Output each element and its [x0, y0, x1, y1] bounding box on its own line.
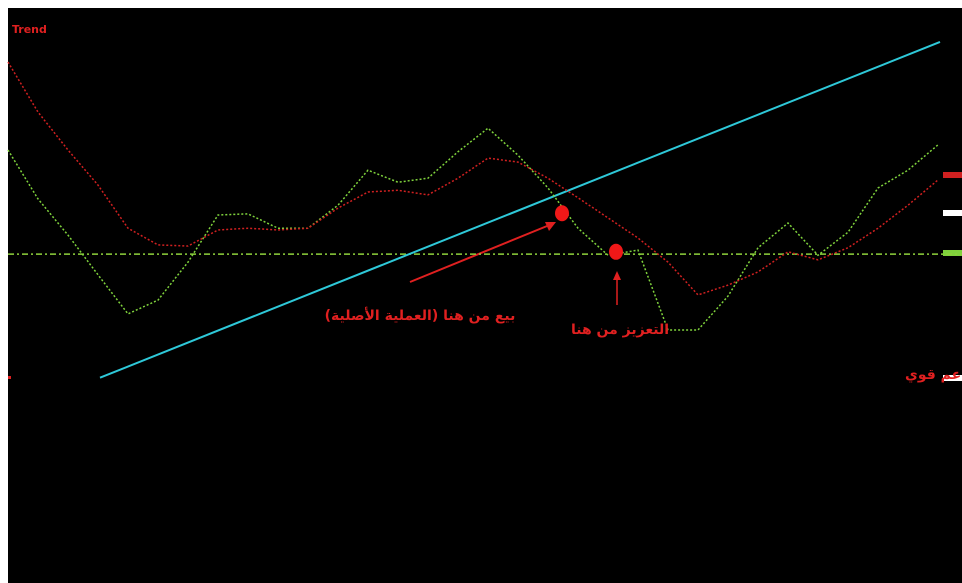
plot-background [8, 8, 962, 583]
entry-dot [555, 205, 569, 222]
edge-marker [8, 376, 11, 379]
entry-dot [609, 243, 623, 260]
price-marker [943, 172, 962, 178]
arrow-head [545, 222, 556, 231]
price-marker [943, 250, 962, 256]
arrow [409, 223, 553, 283]
arrow-head [613, 271, 621, 280]
price-marker [943, 210, 962, 216]
chart-title: Trend [12, 23, 47, 36]
annotation: التعزيز من هنا [571, 322, 669, 338]
annotation: بيع من هنا (العملية الأصلية) [325, 307, 516, 324]
trend-line [99, 40, 941, 379]
series-line [7, 127, 939, 331]
annotation: دعم قوي [905, 367, 962, 384]
series-line [7, 61, 939, 296]
price-marker [943, 375, 962, 381]
